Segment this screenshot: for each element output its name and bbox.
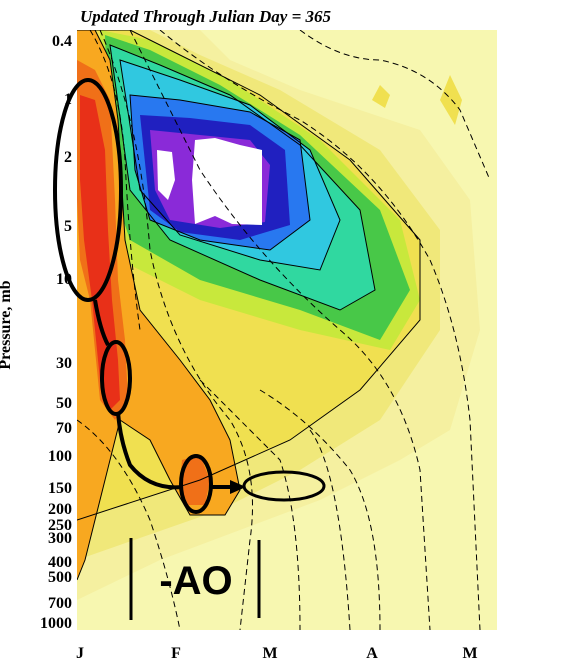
y-tick-label: 100 <box>48 448 72 465</box>
y-tick-label: 70 <box>56 420 72 437</box>
solid-contours <box>77 30 421 581</box>
y-tick-label: 30 <box>56 355 72 372</box>
arrow-head <box>230 480 246 494</box>
y-tick-label: 300 <box>48 530 72 547</box>
highlight-ellipse-target <box>242 470 326 502</box>
annotation-overlay <box>53 78 326 620</box>
x-tick-label: F <box>171 645 181 661</box>
y-tick-label: 400 <box>48 554 72 571</box>
chart-title: Updated Through Julian Day = 365 <box>80 7 332 26</box>
y-tick-label: 250 <box>48 517 72 534</box>
y-axis: 0.4 1 2 5 10 30 50 70 100 150 200 250 30… <box>0 33 72 632</box>
y-tick-label: 150 <box>48 480 72 497</box>
propagation-path <box>116 411 183 490</box>
highlight-ellipse-lower <box>179 454 213 514</box>
y-tick-label: 50 <box>56 395 72 412</box>
y-tick-label: 5 <box>64 218 72 235</box>
plot-area <box>77 30 497 630</box>
white-field-small <box>157 150 175 200</box>
y-tick-label: 0.4 <box>52 33 72 50</box>
y-tick-label: 500 <box>48 569 72 586</box>
orange-field <box>77 30 240 580</box>
highlight-ellipse-upper <box>53 78 123 302</box>
x-tick-label: M <box>462 645 477 661</box>
x-tick-label: M <box>262 645 277 661</box>
propagation-path <box>93 299 110 346</box>
white-field <box>192 138 262 225</box>
y-tick-label: 2 <box>64 149 72 166</box>
y-tick-label: 200 <box>48 501 72 518</box>
highlight-ellipse-middle <box>100 340 132 416</box>
y-tick-label: 1000 <box>40 615 72 632</box>
yellow-blob-1 <box>372 85 390 108</box>
x-tick-label: J <box>76 645 84 661</box>
x-axis: J F M A M <box>76 645 478 661</box>
yellow-blob-2 <box>440 75 462 125</box>
y-axis-label: Pressure, mb <box>0 280 14 369</box>
dark-orange-lower <box>180 455 210 505</box>
red-field <box>80 95 120 410</box>
x-tick-label: A <box>366 645 378 661</box>
y-tick-label: 700 <box>48 595 72 612</box>
ao-label: -AO <box>159 559 232 603</box>
